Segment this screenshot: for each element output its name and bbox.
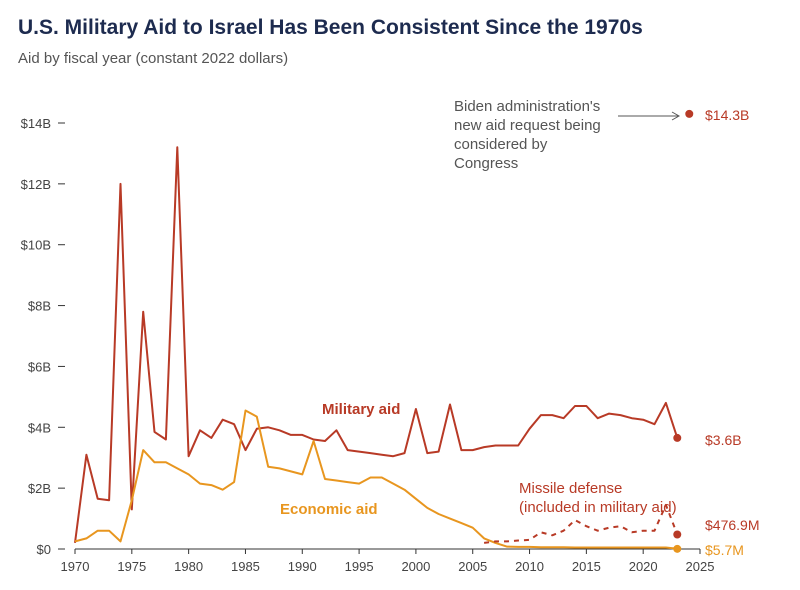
economic-aid-end-point (673, 544, 682, 553)
x-tick-label: 1990 (288, 559, 317, 574)
y-tick-label: $14B (21, 116, 51, 131)
label-layer: Military aid Economic aid Missile defens… (280, 98, 759, 558)
x-tick-label: 1970 (61, 559, 90, 574)
y-tick-label: $6B (28, 359, 51, 374)
annotation-line-3: considered by (454, 136, 548, 153)
annotation-arrow (618, 111, 681, 121)
annotation-line-2: new aid request being (454, 117, 601, 134)
request-point-marker (685, 109, 694, 118)
y-tick-label: $12B (21, 177, 51, 192)
series-layer (74, 109, 694, 553)
economic-aid-line (74, 409, 678, 550)
axes-layer: 1970 1975 1980 1985 1990 1995 2000 2005 2010 2015… (21, 116, 715, 574)
y-tick-label: $8B (28, 299, 51, 314)
annotation-line-4: Congress (454, 155, 518, 172)
x-tick-label: 1975 (117, 559, 146, 574)
missile-defense-line (483, 503, 679, 544)
x-tick-label: 1980 (174, 559, 203, 574)
x-tick-label: 2000 (401, 559, 430, 574)
military-series-label: Military aid (322, 401, 400, 418)
military-aid-line (74, 146, 679, 544)
x-tick-label: 2005 (458, 559, 487, 574)
chart-subtitle: Aid by fiscal year (constant 2022 dollar… (18, 50, 289, 67)
y-tick-label: $10B (21, 238, 51, 253)
economic-series-label: Economic aid (280, 501, 378, 518)
x-tick-label: 2010 (515, 559, 544, 574)
x-tick-label: 2015 (572, 559, 601, 574)
chart-title: U.S. Military Aid to Israel Has Been Con… (18, 16, 643, 39)
military-aid-end-point (673, 433, 682, 442)
y-tick-label: $4B (28, 420, 51, 435)
x-tick-label: 2020 (629, 559, 658, 574)
missile-series-label-line1: Missile defense (519, 480, 622, 497)
x-tick-label: 2025 (686, 559, 715, 574)
y-tick-label: $0 (37, 542, 51, 557)
y-tick-label: $2B (28, 481, 51, 496)
economic-end-label: $5.7M (705, 542, 744, 558)
request-point-label: $14.3B (705, 107, 749, 123)
annotation-line-1: Biden administration's (454, 98, 600, 115)
missile-series-label-line2: (included in military aid) (519, 499, 677, 516)
missile-defense-end-point (673, 530, 682, 539)
x-tick-label: 1995 (345, 559, 374, 574)
x-tick-label: 1985 (231, 559, 260, 574)
missile-end-label: $476.9M (705, 517, 759, 533)
military-end-label: $3.6B (705, 432, 742, 448)
